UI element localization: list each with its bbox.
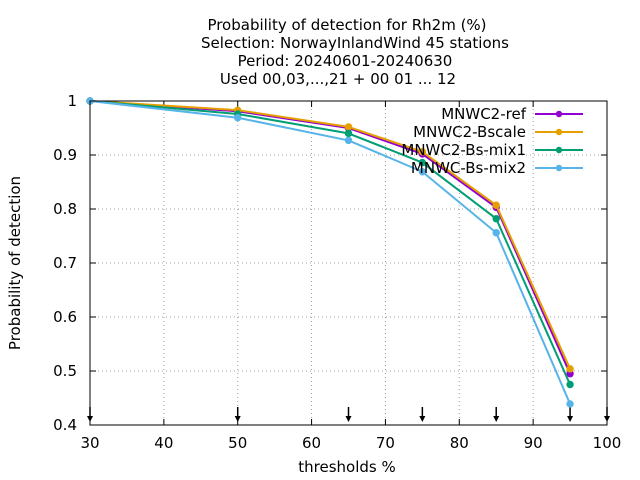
threshold-marker-arrow	[567, 416, 574, 422]
data-point	[492, 215, 500, 223]
legend-label: MNWC2-ref	[441, 105, 526, 123]
threshold-markers	[87, 407, 610, 422]
plot-frame	[89, 100, 608, 426]
data-point	[492, 229, 500, 237]
y-tick-label: 0.5	[53, 362, 77, 380]
x-tick-label: 30	[80, 434, 99, 452]
data-point	[566, 365, 574, 373]
data-point	[344, 136, 353, 145]
y-tick-label: 0.7	[53, 254, 77, 272]
legend-label: MNWC-Bs-mix2	[411, 159, 526, 177]
threshold-marker-arrow	[234, 416, 241, 422]
y-tick-label: 0.9	[53, 146, 77, 164]
legend-label: MNWC2-Bscale	[413, 123, 526, 141]
threshold-marker-arrow	[419, 416, 426, 422]
series-3	[86, 97, 574, 389]
title-line-1: Probability of detection for Rh2m (%)	[207, 16, 486, 34]
legend-swatch-point	[555, 146, 563, 154]
data-point	[234, 114, 242, 122]
data-point	[344, 123, 353, 131]
title-line-4: Used 00,03,...,21 + 00 01 ... 12	[220, 70, 456, 88]
data-point	[418, 158, 427, 167]
data-point	[492, 201, 500, 209]
data-point	[566, 380, 574, 389]
data-point	[344, 129, 353, 138]
series-line	[89, 100, 571, 385]
axis-ticks	[89, 100, 608, 426]
x-axis-label: thresholds %	[298, 458, 395, 476]
series-line	[89, 100, 571, 405]
legend-label: MNWC2-Bs-mix1	[401, 141, 526, 159]
grid	[90, 101, 607, 425]
series-lines	[86, 97, 574, 408]
series-line	[89, 100, 571, 370]
x-tick-label: 60	[302, 434, 321, 452]
y-axis-label: Probability of detection	[6, 176, 24, 350]
legend-item: MNWC2-Bs-mix1	[401, 141, 583, 159]
y-tick-label: 0.6	[53, 308, 77, 326]
chart-title: Probability of detection for Rh2m (%) Se…	[201, 16, 509, 88]
x-tick-label: 80	[450, 434, 469, 452]
legend: MNWC2-refMNWC2-BscaleMNWC2-Bs-mix1MNWC-B…	[401, 105, 583, 177]
legend-item: MNWC2-Bscale	[413, 123, 583, 141]
x-tick-label: 40	[154, 434, 173, 452]
x-tick-label: 70	[376, 434, 395, 452]
y-tick-label: 0.8	[53, 200, 77, 218]
series-4	[86, 97, 574, 408]
data-point	[418, 148, 427, 156]
y-tick-label: 1	[67, 92, 77, 110]
legend-swatch-point	[555, 110, 563, 118]
y-tick-labels: 0.4 0.5 0.6 0.7 0.8 0.9 1	[53, 92, 77, 434]
x-tick-label: 50	[228, 434, 247, 452]
x-tick-label: 90	[524, 434, 543, 452]
legend-item: MNWC-Bs-mix2	[411, 159, 583, 177]
legend-item: MNWC2-ref	[441, 105, 583, 123]
title-line-2: Selection: NorwayInlandWind 45 stations	[201, 34, 509, 52]
title-line-3: Period: 20240601-20240630	[238, 52, 453, 70]
threshold-marker-arrow	[345, 416, 352, 422]
data-point	[418, 168, 427, 176]
threshold-marker-arrow	[493, 416, 500, 422]
legend-swatch-point	[555, 128, 563, 136]
x-tick-labels: 30 40 50 60 70 80 90 100	[80, 434, 621, 452]
data-point	[566, 400, 574, 408]
y-tick-label: 0.4	[53, 416, 77, 434]
legend-swatch-point	[555, 164, 563, 172]
x-tick-label: 100	[593, 434, 622, 452]
